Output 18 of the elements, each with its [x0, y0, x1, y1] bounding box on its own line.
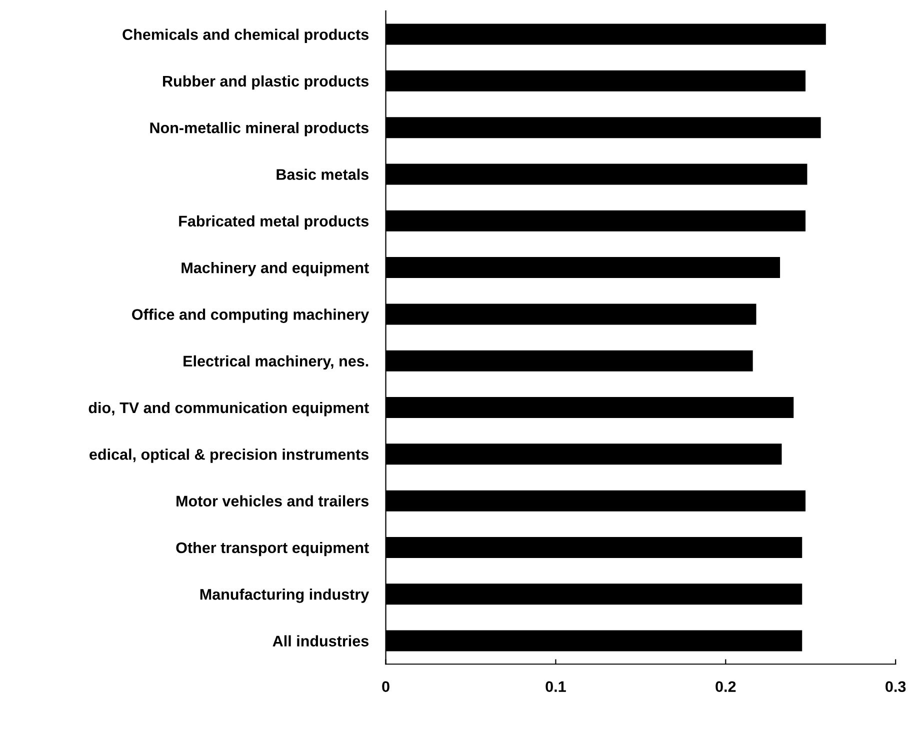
y-tick-label: Motor vehicles and trailers — [176, 495, 368, 507]
y-tick-label: Chemicals and chemical products — [122, 28, 368, 43]
y-tick-label: Other transport equipment — [176, 542, 369, 556]
y-tick-label: Machinery and equipment — [182, 262, 369, 276]
x-tick-label: 0.1 — [546, 681, 566, 692]
y-tick-label: dio, TV and communication equipment — [88, 402, 369, 416]
y-tick-label: edical, optical & precision instruments — [90, 448, 369, 463]
y-tick-label: Electrical machinery, nes. — [184, 355, 368, 370]
x-tick-label: 0.3 — [886, 681, 906, 692]
y-tick-label: Non-metallic mineral products — [150, 122, 368, 136]
x-tick-label: 0.2 — [716, 681, 736, 692]
y-tick-label: Manufacturing industry — [200, 588, 370, 603]
y-tick-label: Basic metals — [276, 168, 368, 180]
y-tick-label: All industries — [272, 635, 368, 646]
x-tick-label: 0 — [382, 681, 390, 692]
y-tick-label: Fabricated metal products — [179, 215, 368, 230]
y-tick-label: Office and computing machinery — [132, 308, 370, 323]
y-tick-label: Rubber and plastic products — [163, 75, 368, 90]
